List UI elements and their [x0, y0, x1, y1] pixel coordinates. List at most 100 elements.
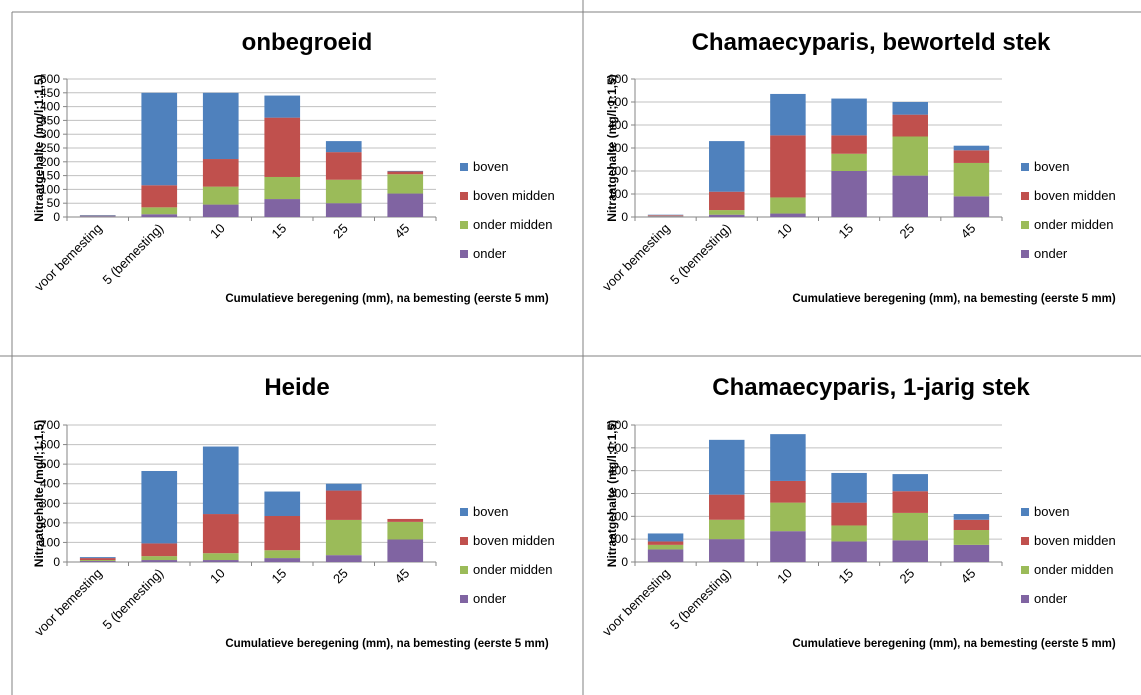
bar-segment — [79, 557, 116, 559]
bar-segment — [79, 216, 116, 217]
bar-segment — [264, 558, 301, 562]
bar-segment — [387, 171, 424, 175]
y-tick-label: 200 — [608, 164, 628, 178]
y-tick-label: 600 — [40, 438, 60, 452]
bar-segment — [892, 102, 928, 115]
bar-segment — [892, 491, 928, 513]
legend-label: onder — [1034, 591, 1068, 606]
bar-segment — [264, 176, 301, 200]
y-tick-label: 500 — [608, 441, 628, 455]
bar-segment — [79, 558, 116, 561]
bar-segment — [953, 162, 990, 197]
chart-title: Chamaecyparis, beworteld stek — [692, 29, 1051, 56]
bar-segment — [892, 512, 928, 541]
bar-segment — [141, 214, 178, 217]
bar-segment — [709, 494, 745, 520]
bar-segment — [202, 186, 239, 205]
bar-segment — [264, 199, 301, 217]
bar-segment — [709, 214, 745, 217]
bar-segment — [831, 502, 867, 526]
bar-segment — [770, 93, 806, 136]
x-tick-label: 5 (bemesting) — [667, 566, 734, 633]
x-tick-label: 45 — [958, 566, 979, 587]
y-tick-label: 200 — [40, 516, 60, 530]
x-tick-label: 45 — [958, 221, 979, 242]
y-tick-label: 300 — [40, 127, 60, 141]
bar-segment — [387, 170, 424, 172]
bar-segment — [831, 525, 867, 542]
bar-segment — [387, 518, 424, 522]
bar-segment — [770, 213, 806, 217]
bar-segment — [264, 95, 301, 118]
x-tick-label: 5 (bemesting) — [100, 566, 167, 633]
bar-segment — [647, 549, 684, 562]
y-tick-label: 500 — [40, 72, 60, 86]
bar-segment — [709, 210, 745, 215]
bar-segment — [647, 544, 684, 550]
bar-segment — [202, 560, 239, 562]
y-tick-label: 350 — [40, 113, 60, 127]
bar-segment — [770, 135, 806, 198]
x-tick-label: 15 — [269, 221, 290, 242]
legend-label: boven midden — [473, 533, 555, 548]
y-tick-label: 600 — [608, 72, 628, 86]
bar-segment — [770, 480, 806, 503]
bar-segment — [202, 553, 239, 561]
bar-segment — [953, 150, 990, 163]
bar-segment — [647, 216, 684, 217]
bar-segment — [831, 98, 867, 136]
legend-label: boven — [1034, 159, 1069, 174]
y-tick-label: 100 — [608, 187, 628, 201]
bar-segment — [953, 544, 990, 562]
bar-segment — [770, 434, 806, 481]
bar-segment — [831, 541, 867, 562]
legend-swatch — [460, 163, 468, 171]
x-tick-label: 25 — [897, 221, 918, 242]
bar-segment — [325, 141, 362, 153]
bar-segment — [709, 519, 745, 540]
y-tick-label: 50 — [47, 196, 61, 210]
bar-segment — [831, 171, 867, 217]
bar-segment — [709, 439, 745, 495]
legend-swatch — [1021, 250, 1029, 258]
legend-label: onder — [473, 246, 507, 261]
y-tick-label: 0 — [53, 555, 60, 569]
bar-segment — [141, 92, 178, 186]
legend-swatch — [460, 221, 468, 229]
legend-label: onder — [473, 591, 507, 606]
legend-swatch — [460, 508, 468, 516]
chart-title: Chamaecyparis, 1-jarig stek — [712, 374, 1030, 401]
y-tick-label: 0 — [621, 555, 628, 569]
y-tick-label: 100 — [608, 532, 628, 546]
y-tick-label: 300 — [608, 487, 628, 501]
x-tick-label: 45 — [392, 221, 413, 242]
x-tick-label: 15 — [835, 221, 856, 242]
bar-segment — [831, 135, 867, 154]
legend-swatch — [1021, 537, 1029, 545]
legend-label: onder midden — [1034, 562, 1114, 577]
legend-label: onder midden — [1034, 217, 1114, 232]
bar-segment — [892, 474, 928, 492]
y-tick-label: 200 — [40, 155, 60, 169]
bar-segment — [202, 514, 239, 554]
bar-segment — [953, 530, 990, 545]
bar-segment — [892, 136, 928, 176]
bar-segment — [709, 141, 745, 192]
bar-segment — [79, 560, 116, 562]
legend-swatch — [460, 595, 468, 603]
bar-segment — [647, 541, 684, 545]
x-tick-label: 10 — [207, 221, 228, 242]
chart-title: Heide — [264, 374, 329, 401]
bar-segment — [770, 197, 806, 214]
bar-segment — [953, 519, 990, 531]
x-axis-label: Cumulatieve beregening (mm), na bemestin… — [792, 638, 1116, 650]
bar-segment — [141, 543, 178, 557]
legend-label: boven — [473, 504, 508, 519]
y-tick-label: 100 — [40, 182, 60, 196]
bar-segment — [953, 196, 990, 217]
bar-segment — [325, 203, 362, 217]
bar-segment — [831, 153, 867, 171]
bar-segment — [202, 204, 239, 217]
bar-segment — [79, 215, 116, 216]
y-tick-label: 100 — [40, 535, 60, 549]
